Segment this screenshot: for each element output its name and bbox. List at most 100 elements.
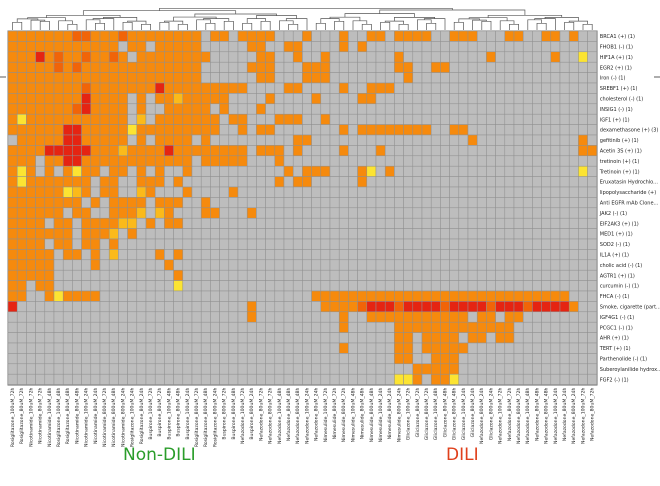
heatmap-cell [430,249,441,261]
heatmap-cell [449,103,460,115]
heatmap-cell [329,82,340,94]
heatmap-cell [99,113,110,125]
heatmap-cell [219,186,230,198]
heatmap-cell [348,113,358,125]
heatmap-cell [559,217,570,229]
heatmap-cell [421,342,432,354]
heatmap-cell [90,134,101,146]
heatmap-cell [302,93,312,105]
heatmap-cell [412,197,423,209]
heatmap-cell [173,113,184,125]
heatmap-cell [246,290,257,302]
heatmap-cell [108,332,119,344]
heatmap-cell [228,30,239,42]
heatmap-cell [495,332,506,344]
heatmap-cell [90,311,101,323]
heatmap-cell [81,103,92,115]
heatmap-cell [348,228,358,240]
heatmap-cell [320,217,331,229]
heatmap-cell [568,30,579,42]
heatmap-cell [26,207,36,219]
heatmap-cell [568,342,579,354]
heatmap-cell [311,207,322,219]
heatmap-cell [256,176,266,188]
heatmap-cell [357,269,368,281]
heatmap-cell [532,342,542,354]
heatmap-cell [136,311,147,323]
heatmap-cell [265,103,276,115]
heatmap-cell [16,373,27,385]
heatmap-cell [44,353,55,365]
heatmap-cell [81,290,92,302]
heatmap-cell [283,353,294,365]
heatmap-cell [449,353,460,365]
heatmap-cell [108,363,119,375]
heatmap-cell [62,353,73,365]
heatmap-cell [458,186,469,198]
heatmap-cell [412,311,423,323]
heatmap-cell [302,124,312,136]
heatmap-cell [430,82,441,94]
heatmap-cell [513,321,524,333]
heatmap-cell [357,145,368,157]
heatmap-cell [375,217,386,229]
heatmap-cell [412,51,423,63]
heatmap-cell [274,176,285,188]
row-label: Anti EGFR mAb Clone... [600,200,659,206]
heatmap-cell [578,186,588,198]
heatmap-cell [200,186,211,198]
heatmap-cell [467,353,478,365]
heatmap-cell [440,301,450,313]
column-label: Nimesulide_100uM_24h [378,388,384,443]
heatmap-cell [568,269,579,281]
heatmap-cell [228,290,239,302]
heatmap-cell [449,321,460,333]
heatmap-cell [145,134,156,146]
heatmap-cell [532,353,542,365]
heatmap-cell [90,280,101,292]
heatmap-cell [550,113,561,125]
heatmap-cell [329,332,340,344]
heatmap-cell [320,332,331,344]
heatmap-cell [274,61,285,73]
heatmap-cell [568,249,579,261]
heatmap-cell [338,373,349,385]
heatmap-cell [568,259,579,271]
heatmap-cell [53,259,64,271]
heatmap-cell [274,155,285,167]
heatmap-cell [467,373,478,385]
heatmap-cell [35,228,46,240]
heatmap-cell [35,217,46,229]
heatmap-cell [348,51,358,63]
heatmap-cell [430,332,441,344]
heatmap-cell [256,145,266,157]
heatmap-cell [191,207,202,219]
heatmap-cell [559,41,570,53]
heatmap-cell [394,249,404,261]
heatmap-cell [384,373,395,385]
heatmap-cell [311,249,322,261]
heatmap-cell [99,82,110,94]
heatmap-cell [127,134,138,146]
heatmap-cell [210,145,220,157]
heatmap-cell [7,280,18,292]
column-label: Gliclazone_100uM_48h [433,388,439,441]
heatmap-cell [476,301,487,313]
heatmap-cell [44,134,55,146]
heatmap-cell [127,321,138,333]
heatmap-cell [145,207,156,219]
heatmap-cell [228,311,239,323]
heatmap-cell [219,30,230,42]
heatmap-cell [366,259,377,271]
dendrogram-branch [92,18,115,30]
heatmap-cell [348,363,358,375]
heatmap-cell [191,165,202,177]
heatmap-cell [550,249,561,261]
heatmap-cell [320,269,331,281]
column-label: Nicotinamide_800uM_24h [120,388,126,447]
heatmap-cell [430,228,441,240]
column-label: Nefazodone_80uM_72h [258,388,264,442]
heatmap-cell [320,155,331,167]
heatmap-cell [62,30,73,42]
heatmap-cell [256,72,266,84]
